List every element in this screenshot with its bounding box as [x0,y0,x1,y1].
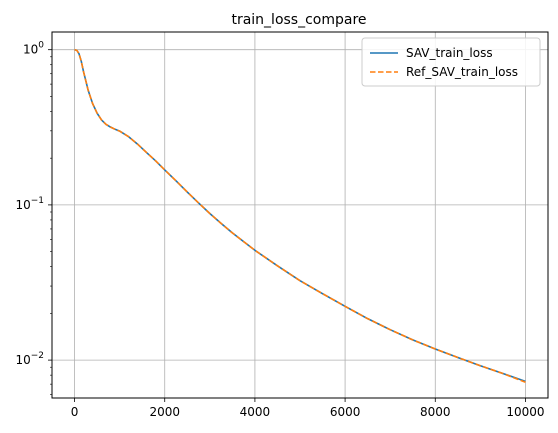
x-tick-label: 4000 [240,405,271,419]
legend: SAV_train_loss Ref_SAV_train_loss [361,37,541,87]
x-tick-label: 6000 [330,405,361,419]
x-tick-label: 10000 [506,405,544,419]
x-tick-label: 2000 [149,405,180,419]
plot-frame [51,31,549,399]
y-tick-label: 10−1 [15,196,44,212]
chart-title: train_loss_compare [231,12,366,28]
legend-label: Ref_SAV_train_loss [406,65,518,79]
x-tick-label: 8000 [420,405,451,419]
legend-label: SAV_train_loss [406,46,493,60]
series-layer [74,48,526,383]
x-axis: 0 2000 4000 6000 8000 10000 [71,398,545,419]
y-tick-label: 10−2 [15,351,44,367]
legend-box [361,37,541,87]
x-tick-label: 0 [71,405,79,419]
y-tick-label: 100 [23,41,44,57]
y-axis: 10−2 10−1 100 [15,41,52,395]
series-line-2 [74,48,526,383]
